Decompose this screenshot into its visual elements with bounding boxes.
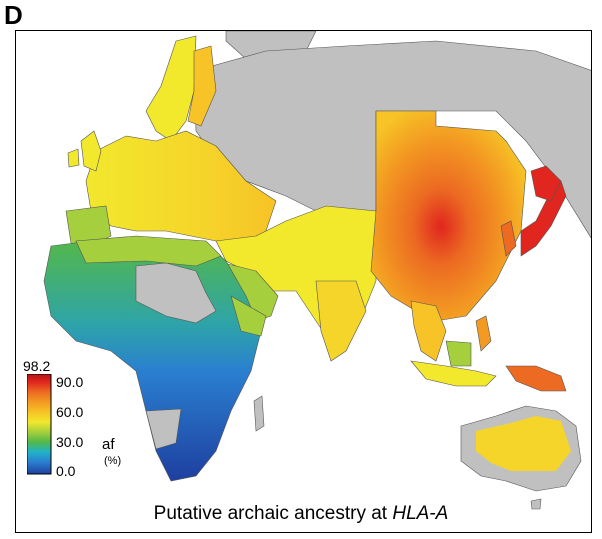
southern-africa-no-data	[145, 408, 182, 450]
legend-tick-0: 0.0	[56, 463, 76, 479]
legend-tick-30: 30.0	[56, 434, 84, 450]
legend-tick-60: 60.0	[56, 404, 84, 420]
sakhalin-shape	[530, 165, 562, 202]
map-caption: Putative archaic ancestry at HLA-A	[0, 503, 602, 525]
world-map	[43, 31, 591, 510]
philippines-shape	[475, 315, 492, 352]
map-frame	[15, 30, 592, 533]
scandinavia-shape	[145, 35, 197, 142]
australia-data-shape	[476, 416, 571, 471]
caption-text: Putative archaic ancestry at	[153, 503, 393, 524]
finland-shape	[187, 45, 217, 127]
horn-shape	[230, 295, 267, 337]
korea-shape	[500, 220, 517, 257]
panel-label: D	[4, 0, 23, 30]
japan-shape	[520, 180, 567, 257]
legend-unit: af	[102, 436, 115, 453]
india-shape	[315, 280, 367, 362]
legend-colorbar	[27, 374, 52, 475]
east-asia-shape	[370, 110, 527, 322]
madagascar-shape	[253, 395, 265, 432]
indochina-shape	[410, 300, 447, 362]
indonesia-shape	[410, 360, 497, 387]
ireland-shape	[67, 148, 80, 168]
borneo-shape	[445, 340, 472, 367]
legend-max-label: 98.2	[23, 358, 51, 374]
legend-tick-90: 90.0	[56, 374, 84, 390]
caption-gene: HLA-A	[392, 503, 449, 524]
north-africa-shape	[75, 235, 222, 267]
sahara-no-data	[135, 262, 217, 324]
new-guinea-shape	[505, 365, 567, 392]
legend-unit-sub: (%)	[104, 455, 122, 467]
tasmania-shape	[530, 498, 542, 510]
britain-shape	[80, 130, 102, 172]
